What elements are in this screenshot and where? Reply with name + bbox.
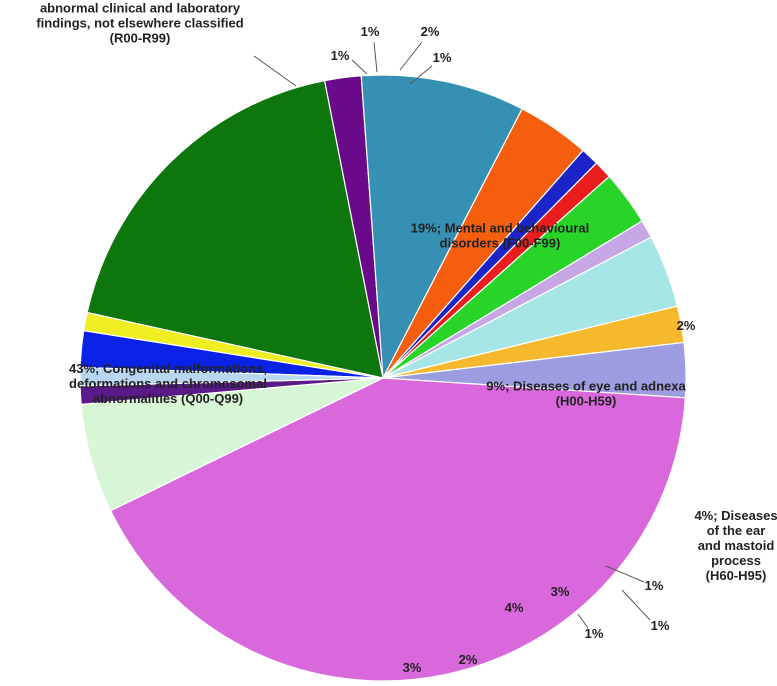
slice-label-4: 9%; Diseases of eye and adnexa (H00-H59) <box>486 379 686 409</box>
leader-line-0 <box>399 41 423 71</box>
pie-slice-2 <box>86 79 384 379</box>
slice-label-11: 2% <box>459 652 478 667</box>
slice-label-6: 1% <box>645 578 664 593</box>
leader-line-9 <box>577 613 589 629</box>
slice-label-13: 43%; Congenital malformations, deformatio… <box>69 361 267 406</box>
pie-slice-13 <box>109 377 686 682</box>
leader-line-16 <box>373 41 378 73</box>
pie-slice-16 <box>79 366 384 387</box>
slice-label-1: 1% <box>433 50 452 65</box>
slice-label-8: 3% <box>551 584 570 599</box>
leader-line-14 <box>253 55 297 87</box>
slice-label-12: 3% <box>403 660 422 675</box>
labels-layer: 2% 1% 19%; Mental and behavioural disorders… <box>36 0 777 675</box>
leader-line-7 <box>621 589 651 621</box>
slice-label-9: 1% <box>585 626 604 641</box>
leader-line-15 <box>351 59 368 75</box>
slices-layer <box>79 74 687 682</box>
leader-line-6 <box>605 565 645 583</box>
slice-label-7: 1% <box>651 618 670 633</box>
slice-label-16: 1% <box>361 24 380 39</box>
slice-label-3: 2% <box>677 318 696 333</box>
pie-slice-4 <box>360 74 523 381</box>
slice-label-2: 19%; Mental and behavioural disorders (F0… <box>411 221 589 251</box>
slice-label-15: 1% <box>331 48 350 63</box>
slice-label-0: 2% <box>421 24 440 39</box>
slice-label-5: 4%; Diseases of the ear and mastoid process… <box>694 508 777 583</box>
leader-line-1 <box>409 65 433 85</box>
leaders-layer <box>253 41 651 629</box>
slice-label-10: 4% <box>505 600 524 615</box>
slice-label-14: 6%; Symptoms, signs andabnormal clinical… <box>36 0 243 46</box>
